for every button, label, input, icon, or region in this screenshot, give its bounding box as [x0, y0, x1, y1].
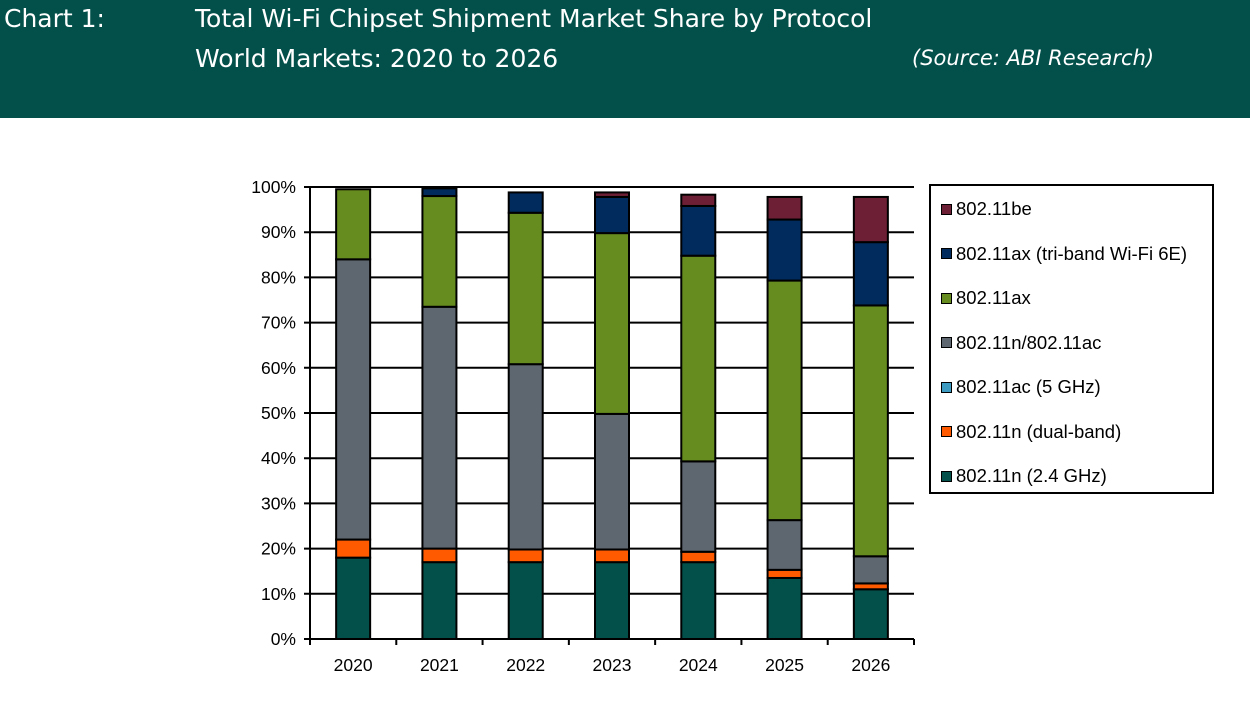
- x-tick-label: 2022: [506, 655, 545, 675]
- bar-stack-2022: [507, 191, 544, 640]
- bar-segment: [335, 258, 372, 541]
- bar-segment: [507, 561, 544, 640]
- legend-swatch: [941, 381, 952, 393]
- legend-label: 802.11ax: [956, 287, 1031, 308]
- x-tick-label: 2025: [765, 655, 804, 675]
- bar-segment: [852, 241, 889, 307]
- y-tick-label: 10%: [261, 584, 296, 604]
- bar-segment: [680, 204, 717, 257]
- bar-segment: [507, 191, 544, 214]
- y-tick-label: 60%: [261, 358, 296, 378]
- legend-item: 802.11n (dual-band): [941, 421, 1121, 443]
- bars: [335, 187, 889, 641]
- legend-swatch: [941, 337, 952, 348]
- bar-segment: [594, 232, 630, 415]
- y-tick-label: 90%: [261, 222, 296, 242]
- bar-segment: [766, 279, 803, 522]
- x-tick-label: 2021: [420, 655, 459, 675]
- bar-segment: [680, 550, 717, 564]
- bar-segment: [507, 548, 544, 564]
- bar-segment: [766, 195, 803, 221]
- bar-segment: [507, 363, 544, 551]
- y-tick-label: 80%: [261, 267, 296, 287]
- legend-label: 802.11ax (tri-band Wi-Fi 6E): [956, 242, 1187, 264]
- legend-item: 802.11ac (5 GHz): [941, 376, 1101, 398]
- legend-item: 802.11ax (tri-band Wi-Fi 6E): [941, 243, 1187, 265]
- bar-segment: [335, 188, 372, 261]
- x-tick-label: 2026: [851, 655, 890, 675]
- bar-segment: [594, 548, 630, 564]
- bar-segment: [594, 561, 630, 640]
- y-tick-label: 100%: [251, 177, 296, 197]
- bar-stack-2023: [594, 191, 630, 640]
- bar-stack-2026: [852, 195, 889, 641]
- bar-segment: [766, 519, 803, 571]
- source-note: (Source: ABI Research): [912, 46, 1155, 70]
- x-tick-label: 2020: [334, 655, 373, 675]
- legend-item: 802.11n (2.4 GHz): [941, 465, 1107, 487]
- legend-swatch: [941, 248, 952, 259]
- y-tick-label: 0%: [271, 629, 296, 649]
- bar-stack-2025: [766, 195, 803, 640]
- bar-segment: [680, 561, 717, 640]
- bar-segment: [594, 191, 630, 198]
- x-tick-label: 2024: [679, 655, 718, 675]
- bar-segment: [680, 460, 717, 553]
- legend-swatch: [941, 426, 952, 437]
- bar-segment: [852, 195, 889, 244]
- bar-stack-2024: [680, 193, 717, 640]
- legend-label: 802.11n/802.11ac: [956, 331, 1102, 353]
- bar-segment: [766, 218, 803, 282]
- bar-segment: [680, 193, 717, 207]
- legend-swatch: [941, 470, 952, 482]
- chart-title: Total Wi-Fi Chipset Shipment Market Shar…: [195, 4, 873, 33]
- y-tick-label: 40%: [261, 448, 296, 468]
- bar-segment: [421, 305, 458, 550]
- legend-swatch: [941, 292, 952, 304]
- legend-label: 802.11n (2.4 GHz): [956, 465, 1107, 486]
- bar-segment: [766, 568, 803, 579]
- bar-segment: [852, 555, 889, 585]
- bar-segment: [852, 588, 889, 641]
- bar-segment: [421, 187, 458, 198]
- chart-header: Chart 1: Total Wi-Fi Chipset Shipment Ma…: [0, 0, 1250, 118]
- y-tick-label: 20%: [261, 539, 296, 559]
- bar-segment: [421, 195, 458, 308]
- y-tick-label: 50%: [261, 403, 296, 423]
- legend-label: 802.11ac (5 GHz): [956, 376, 1101, 397]
- bar-segment: [594, 195, 630, 235]
- bar-segment: [421, 561, 458, 640]
- chart-subtitle: World Markets: 2020 to 2026: [195, 44, 559, 73]
- bar-segment: [421, 547, 458, 564]
- bar-segment: [335, 538, 372, 559]
- bar-segment: [680, 254, 717, 463]
- bar-segment: [335, 556, 372, 641]
- chart-number-label: Chart 1:: [4, 4, 105, 33]
- chart-legend: 802.11be 802.11ax (tri-band Wi-Fi 6E) 802.…: [929, 184, 1214, 494]
- bar-stack-2021: [421, 187, 458, 640]
- x-tick-label: 2023: [593, 655, 632, 675]
- legend-label: 802.11be: [956, 198, 1032, 219]
- legend-item: 802.11ax: [941, 287, 1031, 309]
- bar-segment: [594, 412, 630, 551]
- bar-segment: [852, 304, 889, 558]
- axes: 0% 10% 20% 30% 40% 50% 60% 70% 80% 90% 100% 2020 202…: [251, 177, 915, 675]
- bar-segment: [507, 211, 544, 366]
- legend-swatch: [941, 203, 952, 215]
- bar-segment: [766, 576, 803, 640]
- bar-stack-2020: [335, 188, 372, 641]
- y-tick-label: 70%: [261, 313, 296, 333]
- legend-item: 802.11be: [941, 198, 1032, 220]
- legend-label: 802.11n (dual-band): [956, 420, 1122, 442]
- legend-item: 802.11n/802.11ac: [941, 332, 1101, 354]
- y-tick-label: 30%: [261, 493, 296, 513]
